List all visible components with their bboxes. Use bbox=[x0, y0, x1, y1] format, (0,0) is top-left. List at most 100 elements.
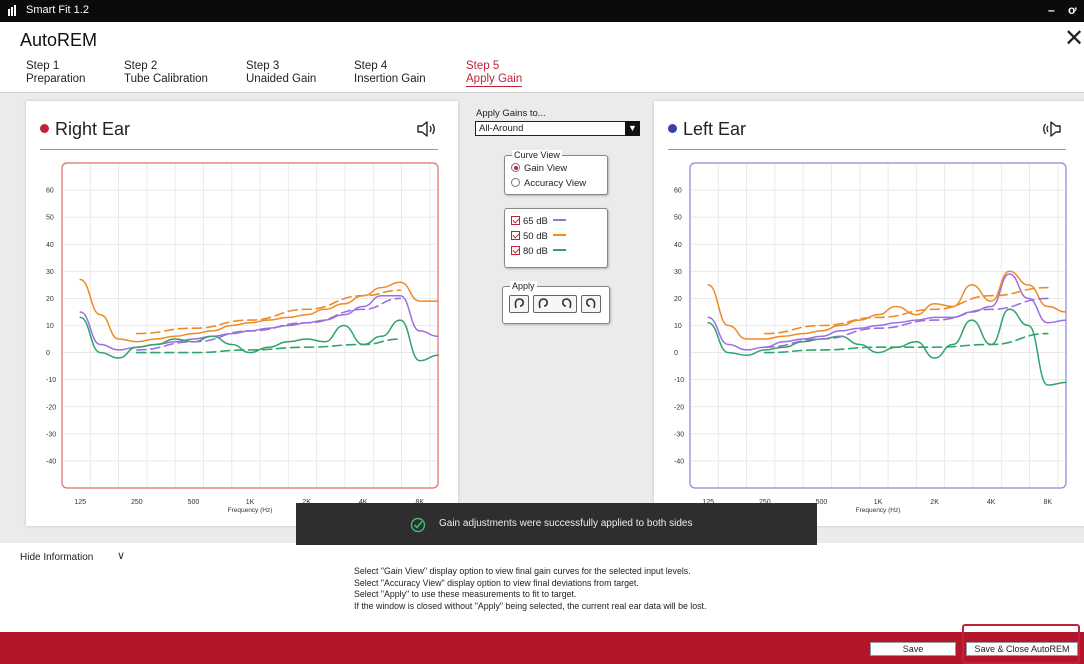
program-select[interactable]: All-Around ▼ bbox=[475, 121, 640, 136]
x-tick-label: 2K bbox=[302, 499, 311, 506]
level-80-checkbox[interactable]: 80 dB bbox=[511, 246, 566, 258]
right-ear-dot bbox=[40, 124, 49, 133]
x-tick-label: 250 bbox=[759, 499, 771, 506]
speaker-right-icon[interactable] bbox=[416, 119, 438, 139]
y-tick-label: 60 bbox=[46, 188, 54, 195]
x-tick-label: 125 bbox=[702, 499, 714, 506]
left-ear-panel: Left Ear 60 50 40 30 20 10 0 -10 -20 -30 -40 125 250… bbox=[654, 101, 1084, 526]
y-tick-label: 50 bbox=[46, 215, 54, 222]
x-tick-label: 4K bbox=[359, 499, 368, 506]
info-line: Select "Gain View" display option to vie… bbox=[354, 566, 691, 576]
right-ear-gain-chart: 60 50 40 30 20 10 0 -10 -20 -30 -40 125 250 500 1K 2K 4K… bbox=[46, 162, 439, 514]
save-close-button[interactable]: Save & Close AutoREM bbox=[966, 642, 1078, 656]
ear-right-icon bbox=[514, 298, 524, 309]
x-axis-label: Frequency (Hz) bbox=[228, 507, 273, 514]
step-label: Tube Calibration bbox=[124, 73, 208, 85]
app-title: Smart Fit 1.2 bbox=[26, 4, 89, 16]
apply-gains-label: Apply Gains to... bbox=[476, 108, 546, 119]
right-series-80-db bbox=[79, 316, 439, 362]
left-ear-gain-chart: 60 50 40 30 20 10 0 -10 -20 -30 -40 125 250 500 1K 2K 4K… bbox=[674, 162, 1067, 514]
y-tick-label: -30 bbox=[674, 431, 684, 438]
apply-both-button[interactable] bbox=[533, 295, 577, 313]
step-number: Step 4 bbox=[354, 60, 388, 72]
level-65-checkbox[interactable]: 65 dB bbox=[511, 216, 566, 228]
right-ear-heading: Right Ear bbox=[40, 119, 130, 140]
y-tick-label: 0 bbox=[674, 350, 678, 357]
left-ear-heading: Left Ear bbox=[668, 119, 746, 140]
save-button[interactable]: Save bbox=[870, 642, 956, 656]
x-axis-label: Frequency (Hz) bbox=[856, 507, 901, 514]
left-series-80-db-target bbox=[764, 332, 1049, 354]
accuracy-view-radio[interactable]: Accuracy View bbox=[511, 178, 586, 190]
heading-rule bbox=[40, 149, 438, 150]
x-tick-label: 500 bbox=[188, 499, 200, 506]
apply-left-button[interactable] bbox=[581, 295, 601, 313]
toast-message: Gain adjustments were successfully appli… bbox=[439, 518, 693, 529]
y-tick-label: -20 bbox=[46, 404, 56, 411]
step-label: Apply Gain bbox=[466, 73, 523, 87]
heading-rule bbox=[668, 149, 1066, 150]
chevron-down-icon[interactable]: ▼ bbox=[625, 121, 640, 136]
y-tick-label: -30 bbox=[46, 431, 56, 438]
gain-view-label: Gain View bbox=[524, 163, 568, 174]
y-tick-label: 0 bbox=[46, 350, 50, 357]
app-logo-icon bbox=[8, 5, 20, 16]
curve-view-group: Curve View Gain View Accuracy View bbox=[504, 150, 608, 195]
step-number: Step 5 bbox=[466, 60, 500, 72]
legend-swatch-65 bbox=[552, 219, 566, 221]
checkbox-checked-icon bbox=[511, 246, 520, 255]
focus-highlight bbox=[962, 624, 1080, 664]
step-2-tab[interactable]: Step 2 Tube Calibration bbox=[124, 60, 208, 86]
level-80-label: 80 dB bbox=[523, 246, 548, 257]
level-50-label: 50 dB bbox=[523, 231, 548, 242]
speaker-left-icon[interactable] bbox=[1040, 119, 1062, 139]
right-series-80-db-target bbox=[136, 338, 402, 354]
x-tick-label: 2K bbox=[930, 499, 939, 506]
step-3-tab[interactable]: Step 3 Unaided Gain bbox=[246, 60, 316, 86]
step-5-tab[interactable]: Step 5 Apply Gain bbox=[466, 60, 523, 87]
curve-view-legend: Curve View bbox=[512, 150, 562, 160]
y-tick-label: 60 bbox=[674, 188, 682, 195]
x-tick-label: 8K bbox=[1043, 499, 1052, 506]
apply-right-button[interactable] bbox=[509, 295, 529, 313]
hide-information-toggle[interactable]: Hide Information bbox=[20, 552, 94, 563]
footer-bar: Save Save & Close AutoREM bbox=[0, 632, 1084, 664]
gain-view-radio[interactable]: Gain View bbox=[511, 163, 567, 175]
minimize-button[interactable]: – bbox=[1048, 3, 1055, 17]
chevron-down-icon[interactable]: ∨ bbox=[117, 550, 126, 562]
left-series-65-db-target bbox=[764, 297, 1049, 348]
left-ear-dot bbox=[668, 124, 677, 133]
info-line: Select "Accuracy View" display option to… bbox=[354, 577, 639, 588]
y-tick-label: 10 bbox=[46, 323, 54, 330]
center-controls: Apply Gains to... All-Around ▼ Curve Vie… bbox=[470, 100, 650, 440]
left-series-50-db-target bbox=[764, 286, 1049, 335]
input-level-group: 65 dB 50 dB 80 dB bbox=[504, 208, 608, 268]
right-series-50-db-target bbox=[136, 289, 402, 335]
info-line: If the window is closed without "Apply" … bbox=[354, 600, 707, 611]
left-series-50-db bbox=[707, 270, 1067, 340]
x-tick-label: 4K bbox=[987, 499, 996, 506]
left-series-80-db bbox=[707, 308, 1067, 386]
y-tick-label: 50 bbox=[674, 215, 682, 222]
checkbox-checked-icon bbox=[511, 216, 520, 225]
y-tick-label: -40 bbox=[674, 458, 684, 465]
legend-swatch-50 bbox=[552, 234, 566, 236]
y-tick-label: 30 bbox=[46, 269, 54, 276]
chart-frame bbox=[689, 162, 1067, 489]
step-number: Step 2 bbox=[124, 60, 158, 72]
y-tick-label: 30 bbox=[674, 269, 682, 276]
x-tick-label: 125 bbox=[74, 499, 86, 506]
x-tick-label: 1K bbox=[874, 499, 883, 506]
level-50-checkbox[interactable]: 50 dB bbox=[511, 231, 566, 243]
close-icon[interactable]: ✕ bbox=[1064, 25, 1084, 52]
left-ear-title: Left Ear bbox=[683, 119, 747, 139]
y-tick-label: -40 bbox=[46, 458, 56, 465]
pin-button[interactable]: ơ bbox=[1068, 3, 1077, 17]
y-tick-label: 20 bbox=[674, 296, 682, 303]
chart-frame bbox=[61, 162, 439, 489]
radio-empty-icon bbox=[511, 178, 520, 187]
step-label: Preparation bbox=[26, 73, 86, 85]
step-1-tab[interactable]: Step 1 Preparation bbox=[26, 60, 85, 86]
step-4-tab[interactable]: Step 4 Insertion Gain bbox=[354, 60, 426, 86]
right-ear-panel: Right Ear 60 50 40 30 20 10 0 -10 -20 -30 -40 125 25… bbox=[26, 101, 458, 526]
